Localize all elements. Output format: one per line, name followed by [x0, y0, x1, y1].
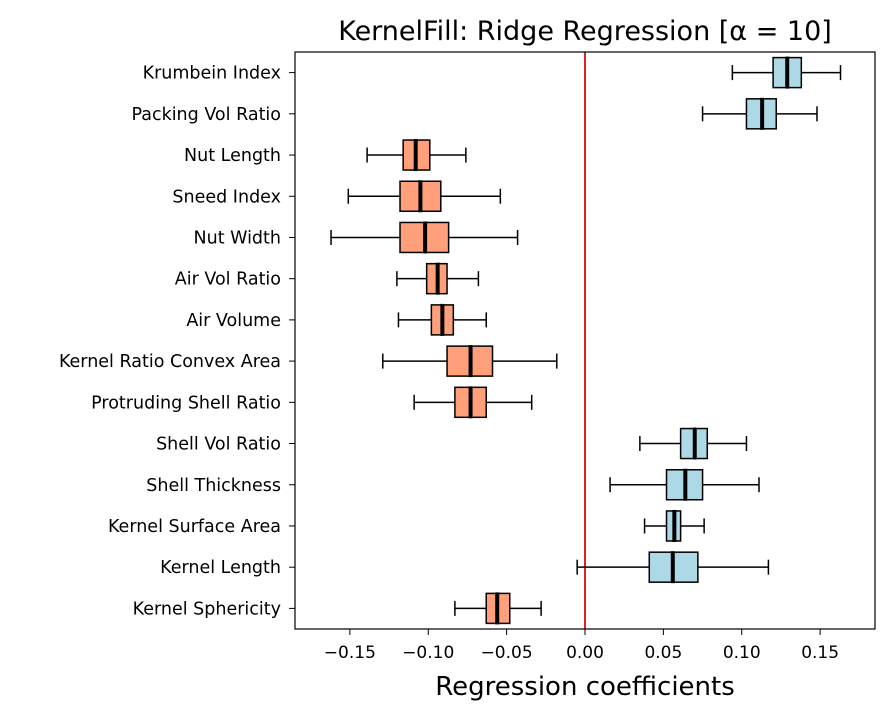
y-tick-label-nut-width: Nut Width: [194, 228, 281, 248]
y-tick-label-shell-vol-ratio: Shell Vol Ratio: [156, 435, 281, 455]
y-tick-label-kernel-sphericity: Kernel Sphericity: [133, 599, 281, 619]
x-tick-label: −0.15: [324, 643, 376, 663]
x-tick-label: −0.05: [481, 643, 533, 663]
plot-area: Krumbein Index Packing Vol Ratio Nut Lengt…: [59, 51, 876, 663]
y-tick-label-air-vol-ratio: Air Vol Ratio: [175, 270, 281, 290]
y-tick-label-nut-length: Nut Length: [184, 146, 281, 166]
y-tick-label-protruding-shell-ratio: Protruding Shell Ratio: [91, 393, 281, 413]
y-tick-label-krumbein-index: Krumbein Index: [143, 64, 281, 84]
y-tick-label-kernel-surface-area: Kernel Surface Area: [108, 517, 281, 537]
x-tick-label: 0.15: [801, 643, 839, 663]
x-tick-label: −0.10: [402, 643, 454, 663]
y-tick-label-shell-thickness: Shell Thickness: [146, 476, 281, 496]
x-axis-label: Regression coefficients: [435, 672, 735, 702]
y-tick-label-kernel-ratio-convex-area: Kernel Ratio Convex Area: [59, 352, 281, 372]
chart-title: KernelFill: Ridge Regression [α = 10]: [338, 16, 832, 47]
x-tick-label: 0.05: [644, 643, 682, 663]
y-tick-label-packing-vol-ratio: Packing Vol Ratio: [131, 105, 281, 125]
y-tick-label-air-volume: Air Volume: [186, 311, 281, 331]
x-tick-label: 0.00: [566, 643, 604, 663]
y-tick-label-sneed-index: Sneed Index: [172, 187, 281, 207]
y-tick-label-kernel-length: Kernel Length: [160, 558, 281, 578]
plot-frame: [294, 51, 876, 630]
x-tick-label: 0.10: [723, 643, 761, 663]
